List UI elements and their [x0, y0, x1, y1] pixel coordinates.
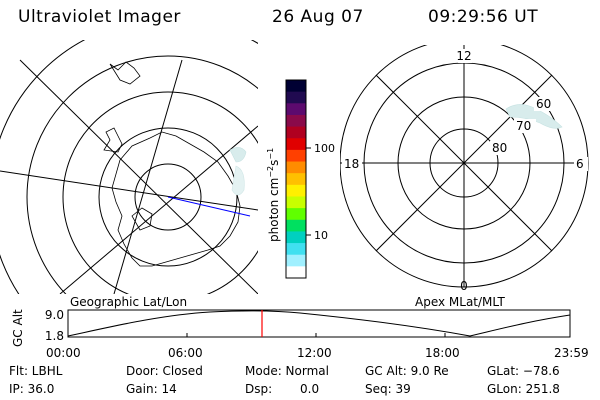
mlt-label-0: 0 [460, 279, 468, 293]
label-bg-12 [458, 49, 472, 63]
apex-polar-map: 12 18 6 0 60 70 80 [340, 45, 589, 293]
dsp-value: 0.0 [300, 382, 320, 396]
colorbar-swatch [286, 184, 306, 197]
filter-info: Flt: LBHL [9, 364, 63, 378]
dsp-label: Dsp: [245, 382, 273, 396]
altitude-plot-frame [67, 309, 571, 338]
coastline-peninsula [103, 127, 123, 153]
altitude-xtick-0000: 00:00 [46, 346, 81, 360]
colorbar-swatch [286, 103, 306, 116]
colorbar-swatch [286, 196, 306, 209]
label-bg-6 [574, 157, 588, 171]
altitude-xtick-1800: 18:00 [425, 346, 460, 360]
colorbar-swatches [286, 80, 306, 279]
colorbar-swatch [286, 173, 306, 186]
colorbar-swatch [286, 80, 306, 93]
gain-info: Gain: 14 [126, 382, 177, 396]
colorbar-swatch [286, 266, 306, 279]
coastline-south-america [109, 61, 141, 85]
mode-info: Mode: Normal [245, 364, 329, 378]
meridian-1 [19, 59, 258, 294]
aurora-patch-2 [231, 165, 245, 196]
altitude-ytick-1-8: 1.8 [45, 329, 64, 343]
colorbar-swatch [286, 114, 306, 128]
altitude-xtick-2359: 23:59 [554, 346, 589, 360]
glat-info: GLat: −78.6 [487, 364, 560, 378]
lat-circle-1 [134, 163, 202, 231]
colorbar-swatch [286, 126, 306, 139]
seq-info: Seq: 39 [365, 382, 411, 396]
colorbar-swatch [286, 219, 306, 232]
mlat-label-80: 80 [492, 141, 507, 155]
colorbar-swatch [286, 254, 306, 267]
lat-circle-3 [62, 91, 258, 294]
lat-circle-2 [98, 127, 238, 267]
altitude-plot: GC Alt 9.0 1.8 [11, 308, 571, 347]
aurora-patch-1 [229, 147, 247, 163]
lat-circle-4 [26, 55, 258, 294]
colorbar-swatch [286, 231, 306, 244]
colorbar-tick-label-100: 100 [314, 142, 335, 155]
label-bg-18 [342, 157, 362, 171]
mlt-label-18: 18 [344, 157, 359, 171]
time-label: 09:29:56 UT [428, 7, 539, 27]
altitude-xtick-1200: 12:00 [297, 346, 332, 360]
label-bg-70 [514, 119, 536, 133]
meridian-3 [59, 125, 258, 294]
meridian-4 [113, 59, 183, 294]
gc-alt-info: GC Alt: 9.0 Re [365, 364, 449, 378]
geographic-polar-map [0, 40, 258, 294]
colorbar-swatch [286, 208, 306, 221]
colorbar-tick-label-10: 10 [314, 229, 328, 242]
altitude-curve [67, 310, 571, 337]
colorbar-unit-label: photon cm−2s−1 [266, 148, 281, 242]
colorbar-swatch [286, 161, 306, 174]
colorbar-swatch [286, 91, 306, 104]
mlt-label-12: 12 [456, 49, 471, 63]
colorbar: 100 10 photon cm−2s−1 [266, 79, 335, 279]
instrument-title: Ultraviolet Imager [18, 7, 181, 27]
mlat-label-60: 60 [536, 97, 551, 111]
colorbar-swatch [286, 138, 306, 151]
altitude-xtick-0600: 06:00 [168, 346, 203, 360]
coastline-island [131, 207, 153, 231]
sun-direction-line [167, 196, 251, 217]
date-label: 26 Aug 07 [272, 7, 364, 27]
mlt-label-6: 6 [576, 157, 584, 171]
colorbar-swatch [286, 149, 306, 163]
altitude-ylabel: GC Alt [11, 309, 25, 347]
altitude-ytick-9: 9.0 [45, 308, 64, 322]
apex-label: Apex MLat/MLT [415, 295, 505, 309]
label-bg-60 [534, 97, 556, 111]
label-bg-80 [490, 141, 512, 155]
meridian-2 [0, 170, 258, 211]
mlat-label-70: 70 [516, 119, 531, 133]
door-info: Door: Closed [126, 364, 203, 378]
ip-info: IP: 36.0 [9, 382, 55, 396]
colorbar-swatch [286, 243, 306, 256]
colorbar-frame [285, 79, 307, 279]
coastline-antarctica [111, 131, 241, 267]
glon-info: GLon: 251.8 [487, 382, 560, 396]
geographic-label: Geographic Lat/Lon [70, 295, 188, 309]
